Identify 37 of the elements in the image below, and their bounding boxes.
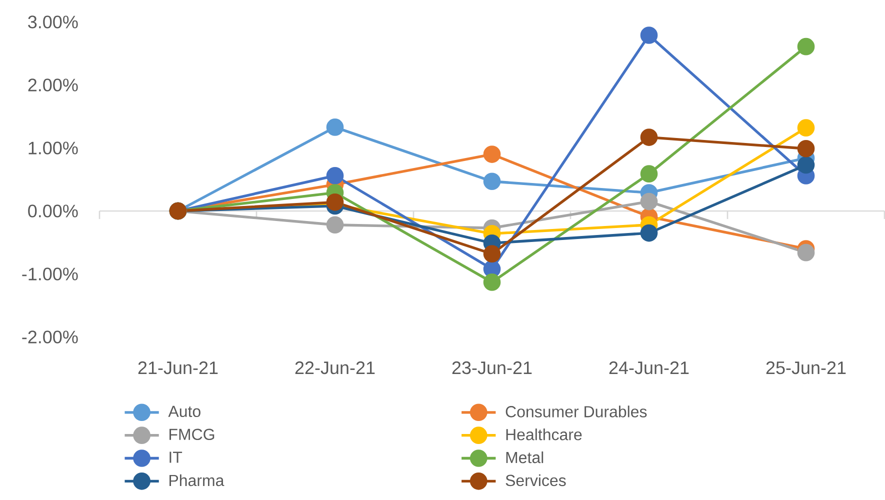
legend-label: Healthcare (506, 428, 582, 440)
point (797, 140, 815, 158)
legend-label: FMCG (170, 428, 214, 440)
point (483, 146, 501, 163)
point (640, 224, 658, 242)
point (797, 38, 815, 56)
y-tick-label: -1.00% (22, 268, 78, 280)
point (640, 26, 658, 44)
legend-label: Services (506, 474, 566, 486)
point (797, 119, 815, 137)
x-tick-label: 22-Jun-21 (295, 361, 375, 374)
point (326, 216, 344, 234)
x-tick-label: 25-Jun-21 (766, 361, 846, 374)
point (640, 128, 658, 146)
legend-label: Consumer Durables (506, 406, 647, 418)
point (640, 192, 658, 210)
x-tick-label: 23-Jun-21 (452, 361, 532, 374)
point (797, 244, 815, 262)
x-tick-label: 21-Jun-21 (138, 361, 218, 374)
point (483, 172, 501, 190)
y-tick-label: 2.00% (28, 78, 78, 92)
point (797, 156, 815, 174)
y-tick-label: 1.00% (28, 142, 78, 154)
y-tick-label: 0.00% (28, 204, 78, 218)
point (326, 194, 344, 211)
x-tick-label: 24-Jun-21 (609, 361, 689, 374)
point (640, 165, 658, 182)
legend-label: Auto (168, 406, 200, 418)
point (483, 245, 501, 263)
point (483, 274, 501, 291)
y-tick-label: -2.00% (22, 330, 78, 344)
legend-label: Pharma (170, 474, 224, 486)
y-tick-label: 3.00% (28, 16, 78, 28)
legend-label: Metal (506, 451, 544, 464)
legend-label: IT (170, 452, 182, 463)
point (326, 118, 344, 136)
point (326, 167, 344, 184)
